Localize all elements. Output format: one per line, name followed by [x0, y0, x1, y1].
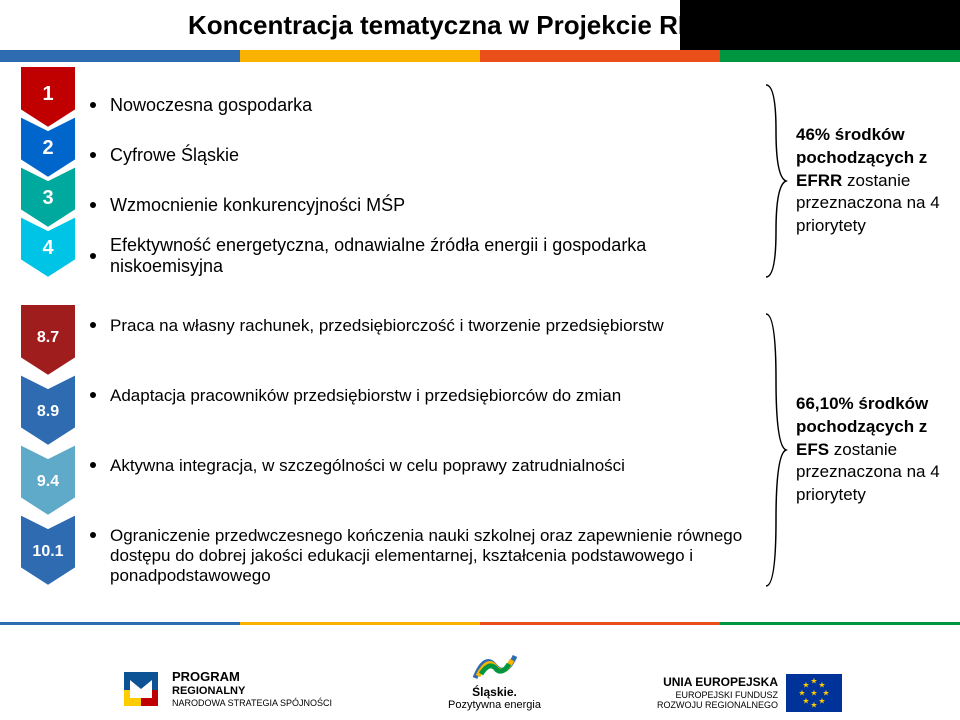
list-item: Nowoczesna gospodarka — [90, 80, 760, 130]
logo-eu: UNIA EUROPEJSKA EUROPEJSKI FUNDUSZ ROZWO… — [657, 674, 842, 712]
slaskie-logo-icon — [470, 648, 520, 686]
item-text: Nowoczesna gospodarka — [110, 95, 312, 116]
logo-mid-l1: Śląskie. — [472, 686, 517, 700]
logo-slaskie: Śląskie. Pozytywna energia — [448, 648, 541, 712]
strip-seg — [480, 50, 720, 62]
eu-flag-icon — [786, 674, 842, 712]
section-top: 1 2 3 4 Nowoczesna gospodarka Cyfrowe Śl… — [20, 80, 940, 282]
logo-tag: NARODOWA STRATEGIA SPÓJNOŚCI — [172, 698, 332, 708]
svg-text:2: 2 — [42, 137, 53, 159]
chevron-column: 8.7 8.9 9.4 10.1 — [20, 310, 80, 590]
bullet-icon — [90, 462, 96, 468]
logo-eu-l1: UNIA EUROPEJSKA — [657, 676, 778, 690]
list-item: Wzmocnienie konkurencyjności MŚP — [90, 180, 760, 230]
svg-text:3: 3 — [42, 187, 53, 209]
list-item: Cyfrowe Śląskie — [90, 130, 760, 180]
item-text: Praca na własny rachunek, przedsiębiorcz… — [110, 316, 664, 336]
footer: PROGRAM REGIONALNY NARODOWA STRATEGIA SP… — [0, 625, 960, 720]
program-logo-icon — [118, 666, 164, 712]
list-item: Adaptacja pracowników przedsiębiorstw i … — [90, 380, 760, 450]
bullet-icon — [90, 532, 96, 538]
svg-text:8.9: 8.9 — [37, 403, 59, 420]
svg-text:10.1: 10.1 — [32, 543, 63, 560]
svg-text:8.7: 8.7 — [37, 329, 59, 346]
brace — [760, 310, 790, 590]
bullet-icon — [90, 253, 96, 259]
bullet-icon — [90, 392, 96, 398]
chevron: 10.1 — [20, 520, 80, 590]
chevron-column: 1 2 3 4 — [20, 80, 80, 282]
logo-title: PROGRAM — [172, 670, 332, 685]
item-text: Ograniczenie przedwczesnego kończenia na… — [110, 526, 760, 586]
callout-top: 46% środków pochodzących z EFRR zostanie… — [790, 80, 940, 282]
svg-text:9.4: 9.4 — [37, 473, 59, 490]
header-black-box — [680, 0, 960, 50]
bullet-icon — [90, 152, 96, 158]
item-text: Wzmocnienie konkurencyjności MŚP — [110, 195, 405, 216]
logo-eu-l2: EUROPEJSKI FUNDUSZ — [657, 690, 778, 700]
chevron: 8.9 — [20, 380, 80, 450]
header-color-strip — [0, 50, 960, 62]
svg-text:1: 1 — [42, 83, 53, 105]
list-item: Praca na własny rachunek, przedsiębiorcz… — [90, 310, 760, 380]
bullet-icon — [90, 322, 96, 328]
list-item: Ograniczenie przedwczesnego kończenia na… — [90, 520, 760, 590]
chevron: 8.7 — [20, 310, 80, 380]
page-title: Koncentracja tematyczna w Projekcie RP — [188, 10, 695, 41]
item-text: Efektywność energetyczna, odnawialne źró… — [110, 235, 760, 277]
logo-program-regionalny: PROGRAM REGIONALNY NARODOWA STRATEGIA SP… — [118, 666, 332, 712]
logo-sub: REGIONALNY — [172, 685, 332, 698]
footer-logos: PROGRAM REGIONALNY NARODOWA STRATEGIA SP… — [0, 648, 960, 712]
items-column: Nowoczesna gospodarka Cyfrowe Śląskie Wz… — [80, 80, 760, 282]
item-text: Adaptacja pracowników przedsiębiorstw i … — [110, 386, 621, 406]
brace — [760, 80, 790, 282]
items-column: Praca na własny rachunek, przedsiębiorcz… — [80, 310, 760, 590]
svg-text:4: 4 — [42, 237, 54, 259]
list-item: Efektywność energetyczna, odnawialne źró… — [90, 230, 760, 282]
item-text: Cyfrowe Śląskie — [110, 145, 239, 166]
logo-mid-l2: Pozytywna energia — [448, 699, 541, 712]
section-bottom: 8.7 8.9 9.4 10.1 Praca na własny rachune… — [20, 310, 940, 590]
list-item: Aktywna integracja, w szczególności w ce… — [90, 450, 760, 520]
strip-seg — [720, 50, 960, 62]
strip-seg — [240, 50, 480, 62]
logo-eu-l3: ROZWOJU REGIONALNEGO — [657, 700, 778, 710]
item-text: Aktywna integracja, w szczególności w ce… — [110, 456, 625, 476]
bullet-icon — [90, 202, 96, 208]
chevron: 4 — [20, 230, 80, 282]
strip-seg — [0, 50, 240, 62]
chevron: 9.4 — [20, 450, 80, 520]
callout-bottom: 66,10% środków pochodzących z EFS zostan… — [790, 310, 940, 590]
bullet-icon — [90, 102, 96, 108]
